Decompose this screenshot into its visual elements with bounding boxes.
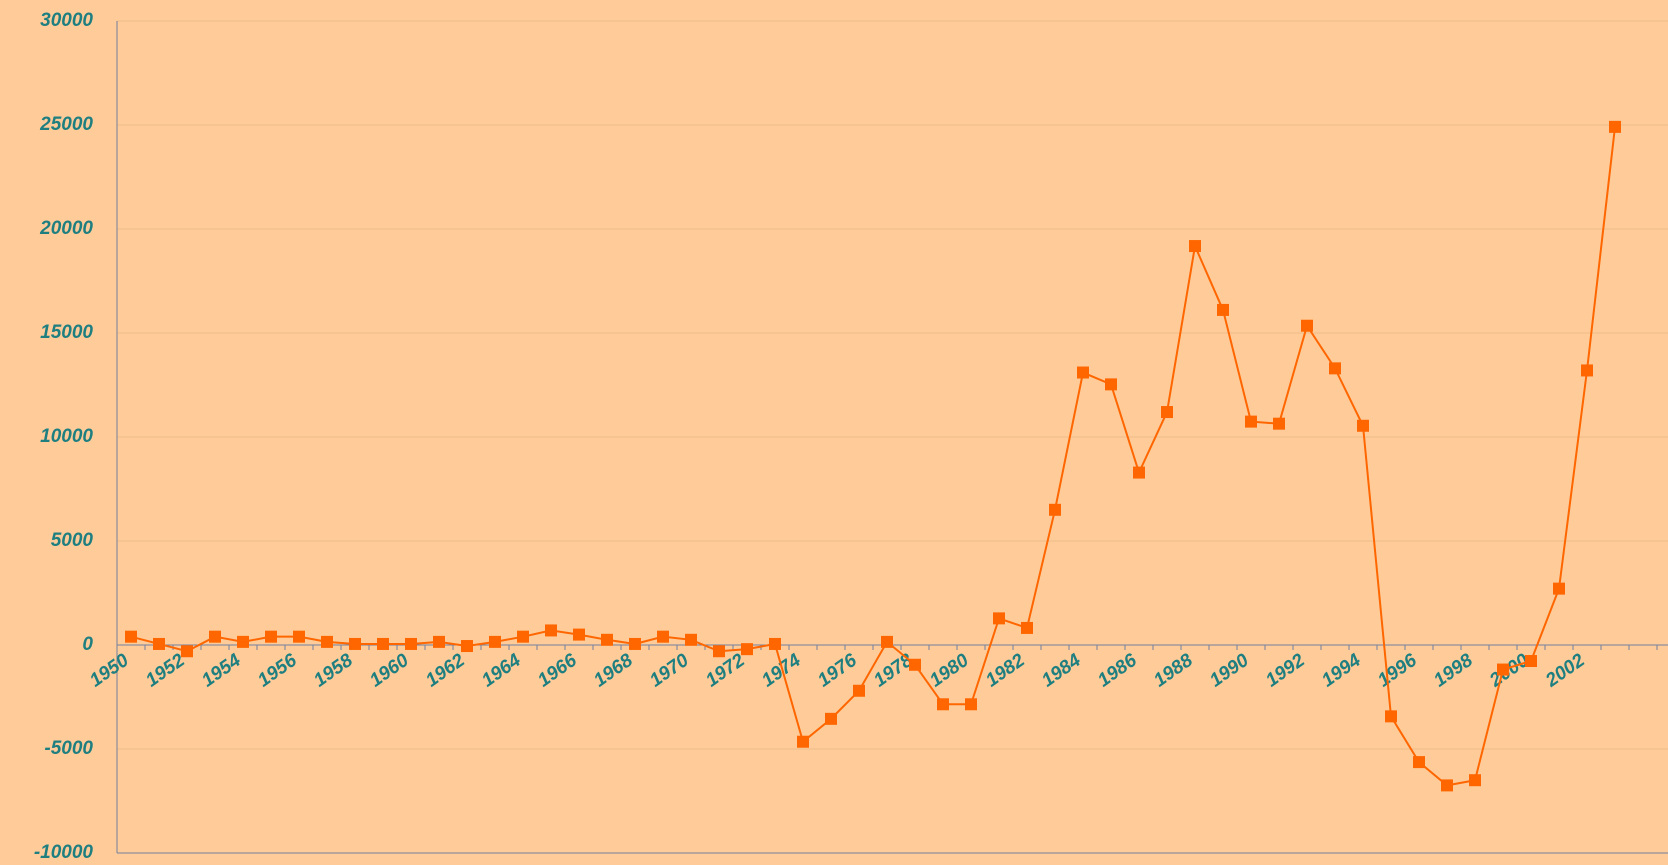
marker [1189,240,1201,253]
y-tick-label: 25000 [39,114,93,135]
marker [1553,582,1565,595]
marker [1161,406,1173,419]
x-tick-label: 1994 [1318,650,1365,692]
x-tick-label: 1980 [926,650,973,692]
marker [1525,655,1537,668]
marker [993,612,1005,625]
marker [293,630,305,643]
x-tick-label: 2002 [1541,650,1589,692]
marker [1021,621,1033,634]
marker [1497,663,1509,676]
x-tick-label: 1984 [1038,650,1085,692]
x-tick-label: 1958 [310,650,357,692]
marker [517,630,529,643]
x-tick-label: 1950 [86,650,133,692]
marker [573,628,585,641]
marker [1217,303,1229,316]
x-tick-label: 1972 [702,650,749,692]
marker [1273,417,1285,430]
y-tick-label: 30000 [40,10,93,31]
y-tick-label: 20000 [39,218,93,239]
marker [1133,466,1145,479]
x-tick-label: 1966 [534,650,581,692]
x-tick-label: 1986 [1094,650,1141,692]
marker [685,633,697,646]
marker [209,630,221,643]
marker [153,637,165,650]
marker [601,633,613,646]
marker [489,635,501,648]
marker [741,643,753,656]
marker [125,630,137,643]
marker [1357,419,1369,432]
x-tick-label: 1982 [982,650,1029,692]
marker [405,637,417,650]
marker [825,712,837,725]
y-tick-label: 10000 [40,426,93,447]
marker [881,635,893,648]
marker [237,635,249,648]
marker [1077,366,1089,379]
marker [1245,415,1257,428]
marker [321,635,333,648]
x-tick-label: 1970 [646,650,693,692]
marker [1469,774,1481,787]
marker [629,637,641,650]
y-tick-label: 15000 [40,322,93,343]
marker [349,637,361,650]
marker [713,645,725,658]
marker [1441,779,1453,792]
x-tick-label: 1968 [590,650,637,692]
marker [853,684,865,697]
x-tick-label: 1998 [1430,650,1477,692]
marker [797,735,809,748]
x-tick-label: 1962 [422,650,469,692]
x-tick-label: 1996 [1374,650,1421,692]
marker [433,635,445,648]
marker [1385,710,1397,723]
x-tick-label: 1954 [198,650,245,692]
marker [657,630,669,643]
x-tick-label: 1974 [758,650,805,692]
marker [1329,362,1341,375]
marker [1301,319,1313,332]
marker [769,637,781,650]
marker [1581,364,1593,377]
marker [1609,120,1621,133]
x-tick-label: 1990 [1206,650,1253,692]
y-tick-label: -5000 [44,738,93,759]
x-tick-label: 1988 [1150,650,1197,692]
x-tick-label: 1960 [366,650,413,692]
marker [909,658,921,671]
marker [265,630,277,643]
x-tick-label: 1964 [478,650,525,692]
marker [461,640,473,653]
marker [1413,756,1425,769]
marker [181,645,193,658]
marker [937,698,949,711]
marker [377,637,389,650]
marker [545,624,557,637]
x-tick-label: 1992 [1262,650,1309,692]
y-tick-label: -10000 [34,842,94,863]
y-tick-label: 5000 [51,530,94,551]
x-tick-label: 1956 [254,650,301,692]
y-tick-label: 0 [82,634,93,655]
marker [965,698,977,711]
marker [1105,378,1117,391]
marker [1049,503,1061,516]
